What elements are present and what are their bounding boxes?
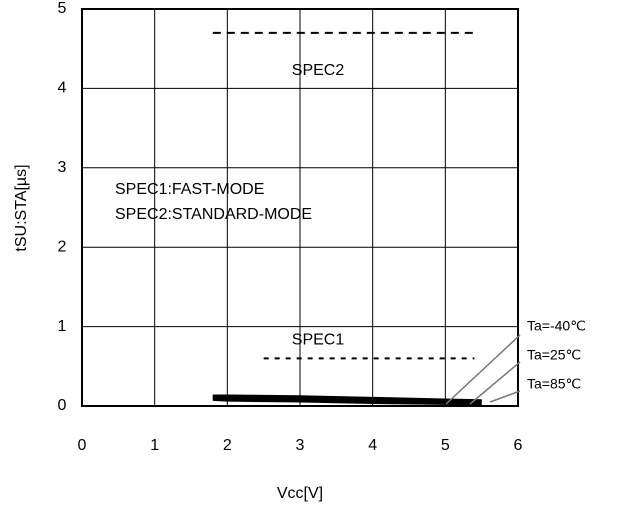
- y-tick-label: 1: [58, 318, 67, 335]
- annotation: SPEC2:STANDARD-MODE: [115, 206, 312, 223]
- x-axis-label: Vcc[V]: [277, 485, 323, 502]
- y-tick-label: 5: [58, 0, 67, 17]
- annotation: SPEC1:FAST-MODE: [115, 181, 264, 198]
- x-tick-label: 6: [514, 437, 523, 454]
- leader-line: [445, 334, 521, 405]
- x-tick-label: 1: [150, 437, 159, 454]
- y-tick-label: 3: [58, 159, 67, 176]
- y-axis-label: tSU:STA[µs]: [13, 164, 30, 251]
- spec-label: SPEC1: [292, 332, 345, 349]
- plot-frame: [81, 8, 519, 407]
- leader-line: [469, 361, 521, 405]
- x-tick-label: 0: [78, 437, 87, 454]
- x-tick-label: 4: [368, 437, 377, 454]
- spec-label: SPEC2: [292, 62, 345, 79]
- leader-line: [489, 390, 521, 403]
- y-tick-label: 2: [58, 238, 67, 255]
- legend-label: Ta=25℃: [527, 347, 581, 363]
- data-line: [212, 396, 482, 406]
- x-tick-label: 2: [223, 437, 232, 454]
- y-tick-label: 4: [58, 80, 67, 97]
- x-tick-label: 3: [296, 437, 305, 454]
- legend-label: Ta=85℃: [527, 376, 581, 392]
- x-tick-label: 5: [441, 437, 450, 454]
- legend-label: Ta=-40℃: [527, 318, 586, 334]
- y-tick-label: 0: [58, 397, 67, 414]
